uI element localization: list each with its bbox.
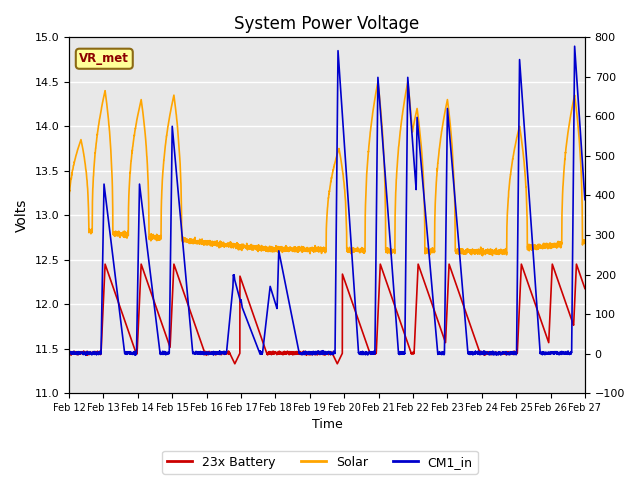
Title: System Power Voltage: System Power Voltage [234, 15, 420, 33]
Legend: 23x Battery, Solar, CM1_in: 23x Battery, Solar, CM1_in [163, 451, 477, 474]
Text: VR_met: VR_met [79, 52, 129, 65]
X-axis label: Time: Time [312, 419, 342, 432]
Y-axis label: Volts: Volts [15, 199, 29, 232]
